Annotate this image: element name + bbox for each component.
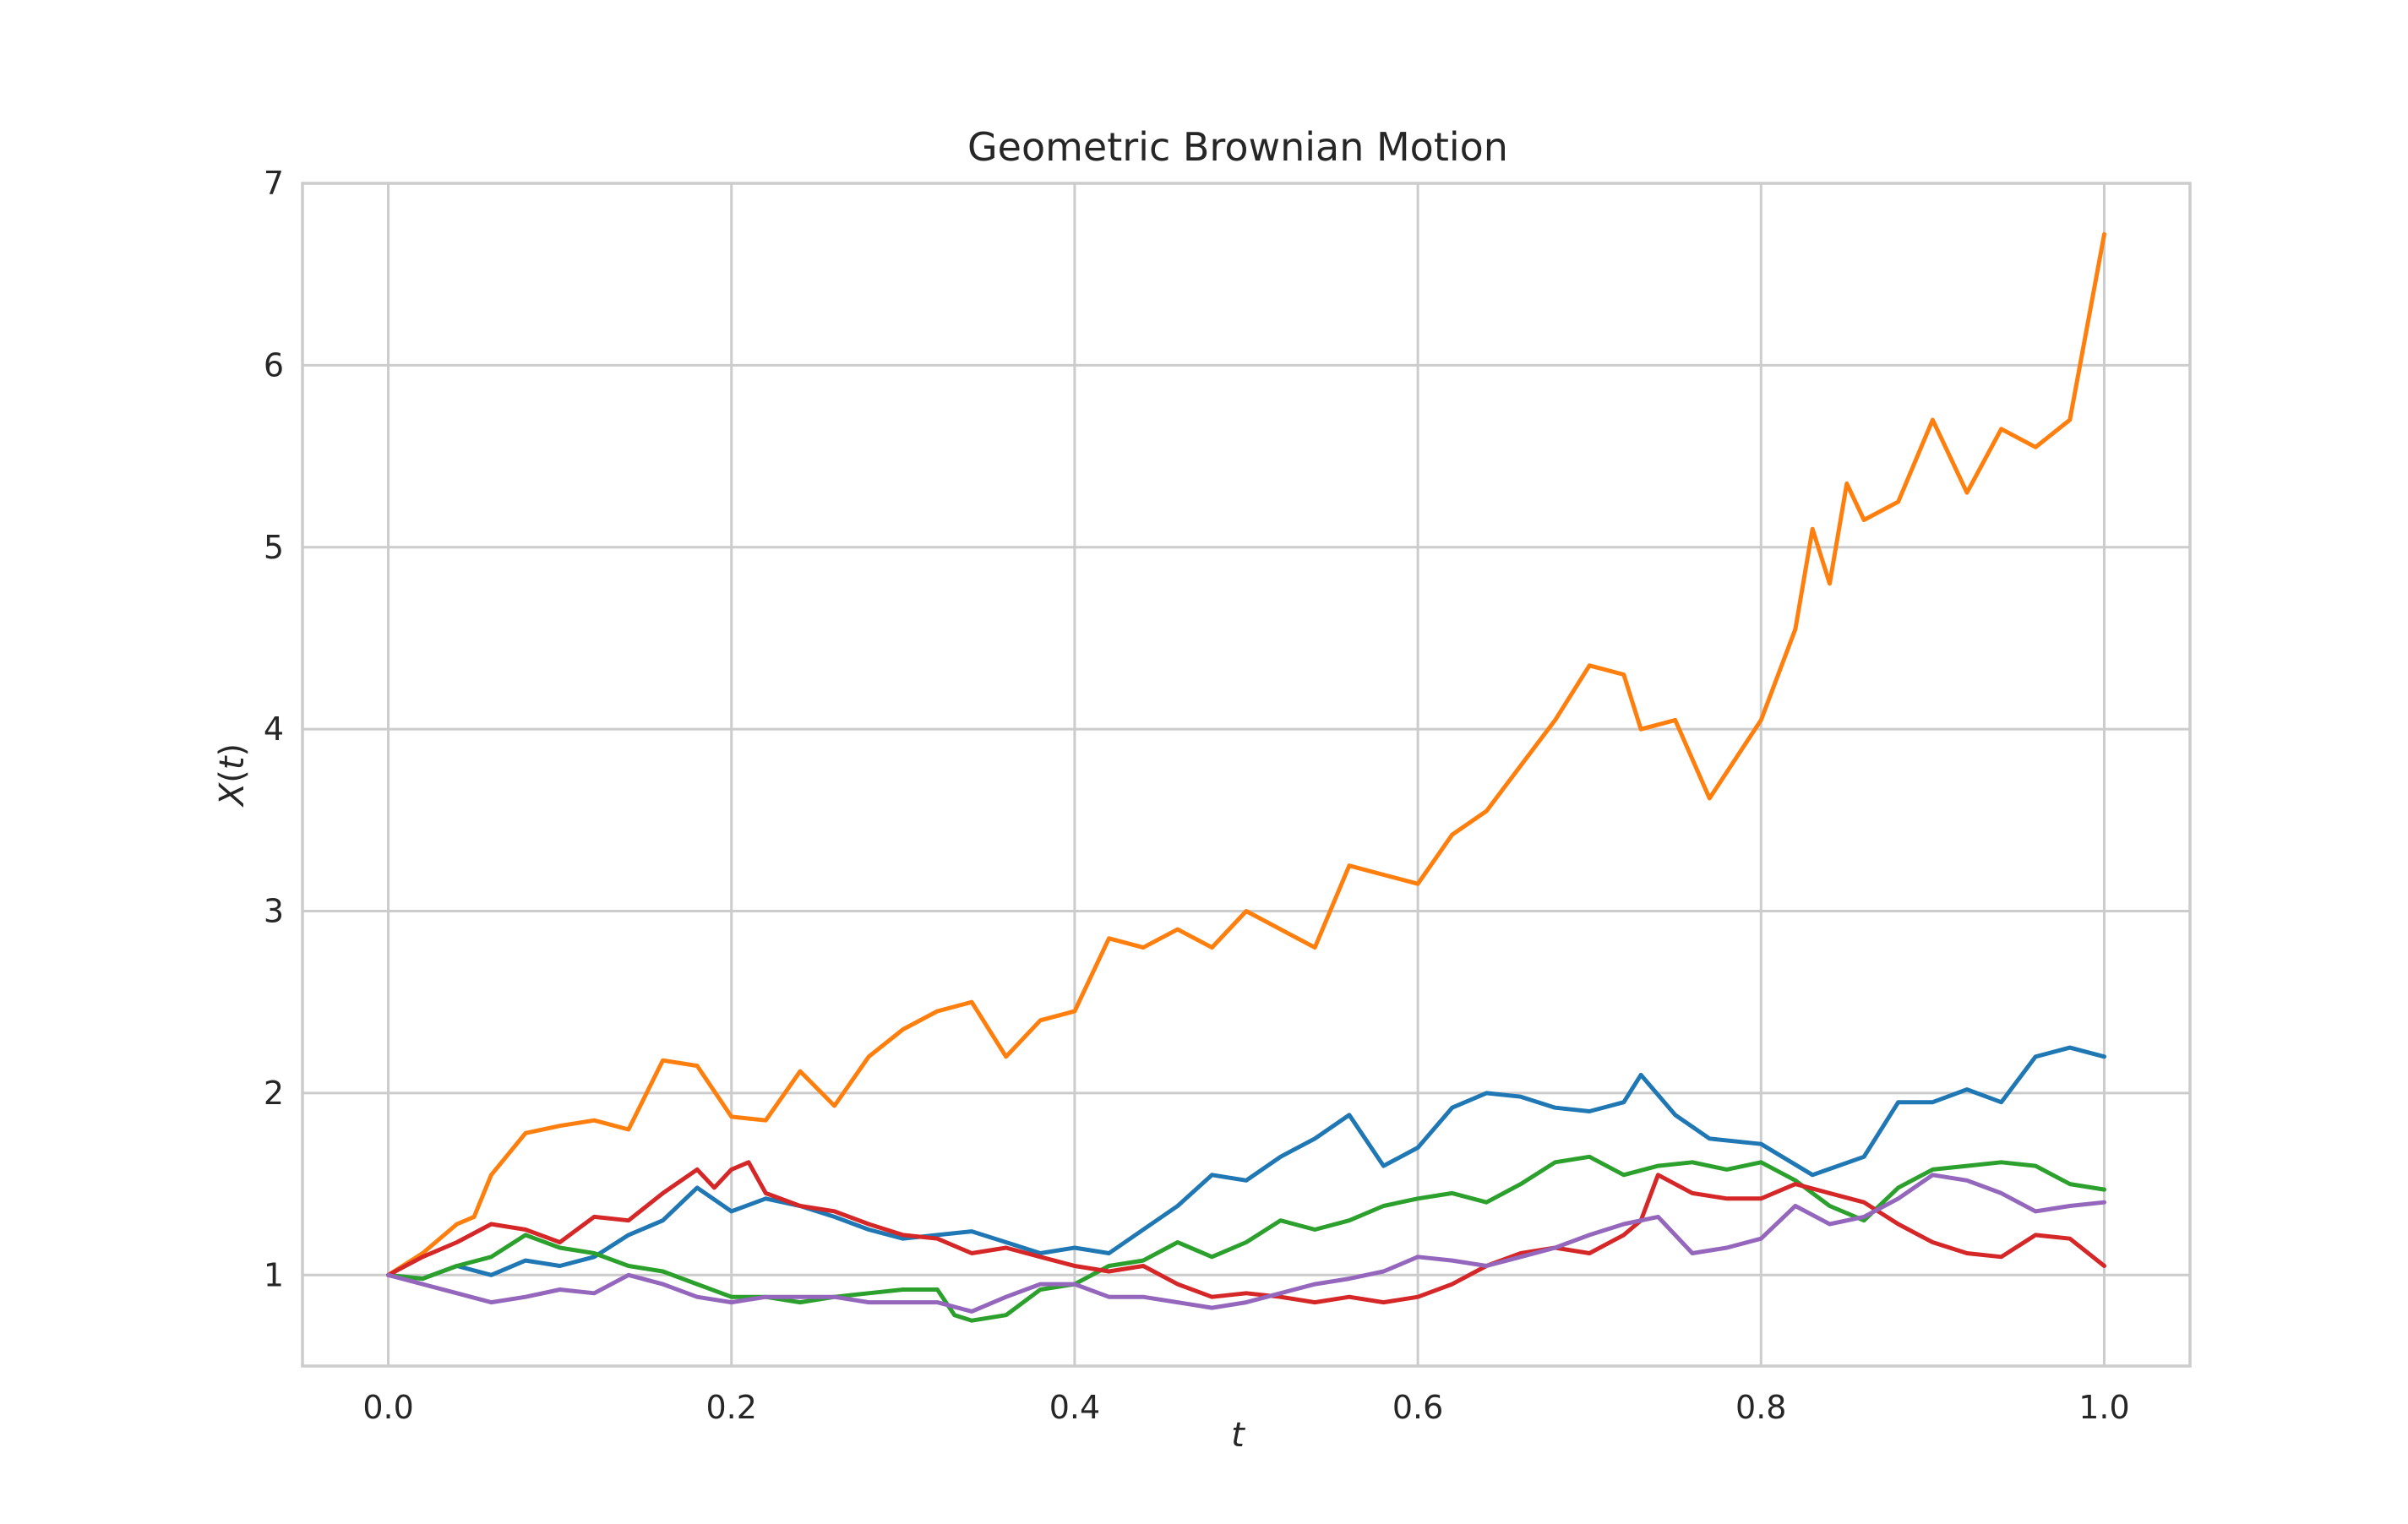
- series-lines: [386, 231, 2106, 1323]
- series-line-4: [386, 1160, 2106, 1305]
- x-tick-label: 0.8: [1735, 1389, 1786, 1426]
- series-line-1: [386, 1045, 2106, 1282]
- y-tick-label: 7: [264, 165, 284, 202]
- series-line-3: [386, 1154, 2106, 1323]
- series-line-5: [386, 1173, 2106, 1314]
- y-tick-label: 2: [264, 1075, 284, 1112]
- y-tick-label: 5: [264, 529, 284, 566]
- y-tick-label: 3: [264, 893, 284, 930]
- y-tick-label: 4: [264, 710, 284, 748]
- y-tick-label: 1: [264, 1256, 284, 1293]
- x-axis-label: t: [1231, 1416, 1245, 1455]
- gridlines: [302, 182, 2190, 1366]
- chart-title: Geometric Brownian Motion: [967, 124, 1508, 170]
- x-tick-label: 0.4: [1049, 1389, 1100, 1426]
- series-line-2: [386, 231, 2106, 1277]
- x-tick-label: 0.6: [1392, 1389, 1443, 1426]
- x-tick-label: 1.0: [2078, 1389, 2129, 1426]
- x-tick-label: 0.2: [706, 1389, 757, 1426]
- x-tick-label: 0.0: [362, 1389, 413, 1426]
- tick-labels: 0.0 0.2 0.4 0.6 0.8 1.0 1 2 3 4 5 6 7: [264, 165, 2130, 1426]
- y-axis-label: X(t): [213, 743, 252, 808]
- y-tick-label: 6: [264, 346, 284, 384]
- plot-frame: [301, 182, 2192, 1368]
